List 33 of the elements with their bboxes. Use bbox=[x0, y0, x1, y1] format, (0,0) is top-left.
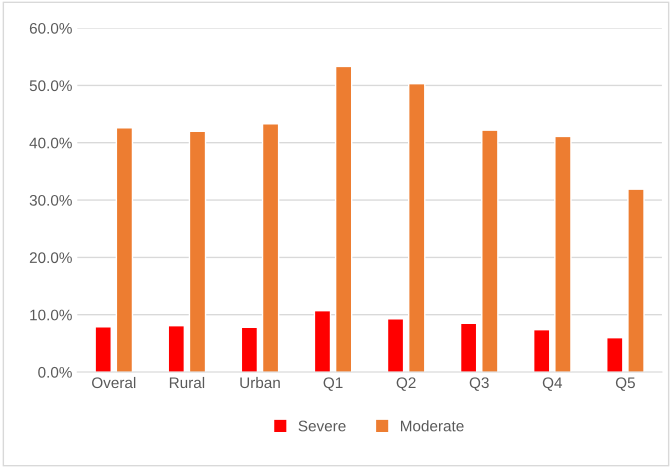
x-tick-label: Q3 bbox=[470, 377, 489, 391]
bar bbox=[188, 130, 206, 372]
y-tick-label: 0.0% bbox=[38, 366, 72, 378]
bar bbox=[168, 324, 186, 372]
y-tick-label: 30.0% bbox=[30, 194, 72, 206]
bar bbox=[627, 188, 645, 372]
y-tick-label: 40.0% bbox=[29, 138, 72, 148]
bar bbox=[334, 66, 352, 372]
legend-label: Severe bbox=[298, 420, 346, 432]
bar bbox=[94, 326, 112, 372]
y-tick-label: 50.0% bbox=[30, 80, 72, 92]
bar bbox=[532, 328, 550, 372]
x-tick-label: Q1 bbox=[324, 377, 343, 391]
bar bbox=[408, 82, 426, 372]
bar bbox=[606, 336, 624, 372]
x-tick-label: Urban bbox=[240, 376, 280, 388]
y-tick-label: 10.0% bbox=[30, 310, 72, 320]
bar bbox=[460, 322, 478, 372]
bar bbox=[386, 318, 404, 372]
x-tick-label: Q2 bbox=[396, 377, 416, 391]
bar bbox=[262, 123, 280, 372]
bar bbox=[481, 129, 499, 372]
x-tick-label: Q4 bbox=[542, 377, 562, 391]
bar bbox=[554, 136, 572, 372]
y-tick-label: 60.0% bbox=[30, 22, 72, 34]
x-tick-label: Rural bbox=[170, 376, 204, 388]
x-tick-label: Q5 bbox=[616, 377, 635, 391]
bar bbox=[240, 326, 258, 372]
legend-label: Moderate bbox=[400, 420, 464, 432]
bar bbox=[116, 127, 134, 372]
x-tick-label: Overal bbox=[92, 376, 136, 388]
y-tick-label: 20.0% bbox=[30, 252, 72, 264]
bar bbox=[314, 310, 332, 372]
